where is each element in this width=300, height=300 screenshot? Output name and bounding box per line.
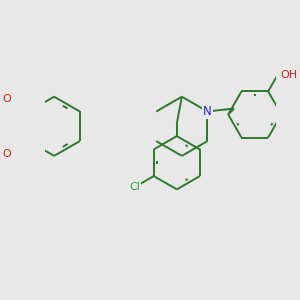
Text: N: N (203, 105, 212, 118)
Text: O: O (2, 94, 11, 104)
Text: OH: OH (281, 70, 298, 80)
Text: Cl: Cl (129, 182, 140, 192)
Text: O: O (2, 149, 11, 159)
